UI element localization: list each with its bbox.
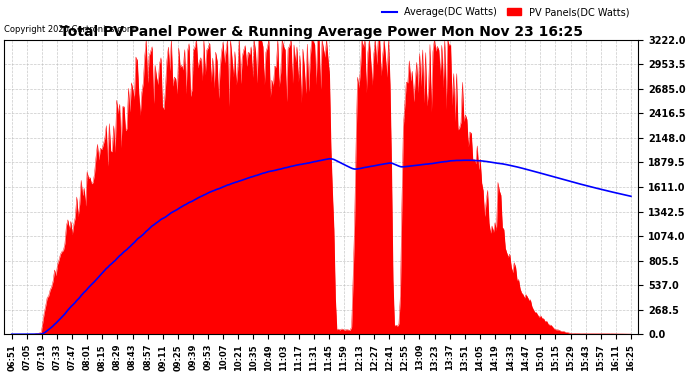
Text: Copyright 2020 Cartronics.com: Copyright 2020 Cartronics.com xyxy=(4,25,135,34)
Title: Total PV Panel Power & Running Average Power Mon Nov 23 16:25: Total PV Panel Power & Running Average P… xyxy=(60,25,583,39)
Legend: Average(DC Watts), PV Panels(DC Watts): Average(DC Watts), PV Panels(DC Watts) xyxy=(378,3,633,21)
